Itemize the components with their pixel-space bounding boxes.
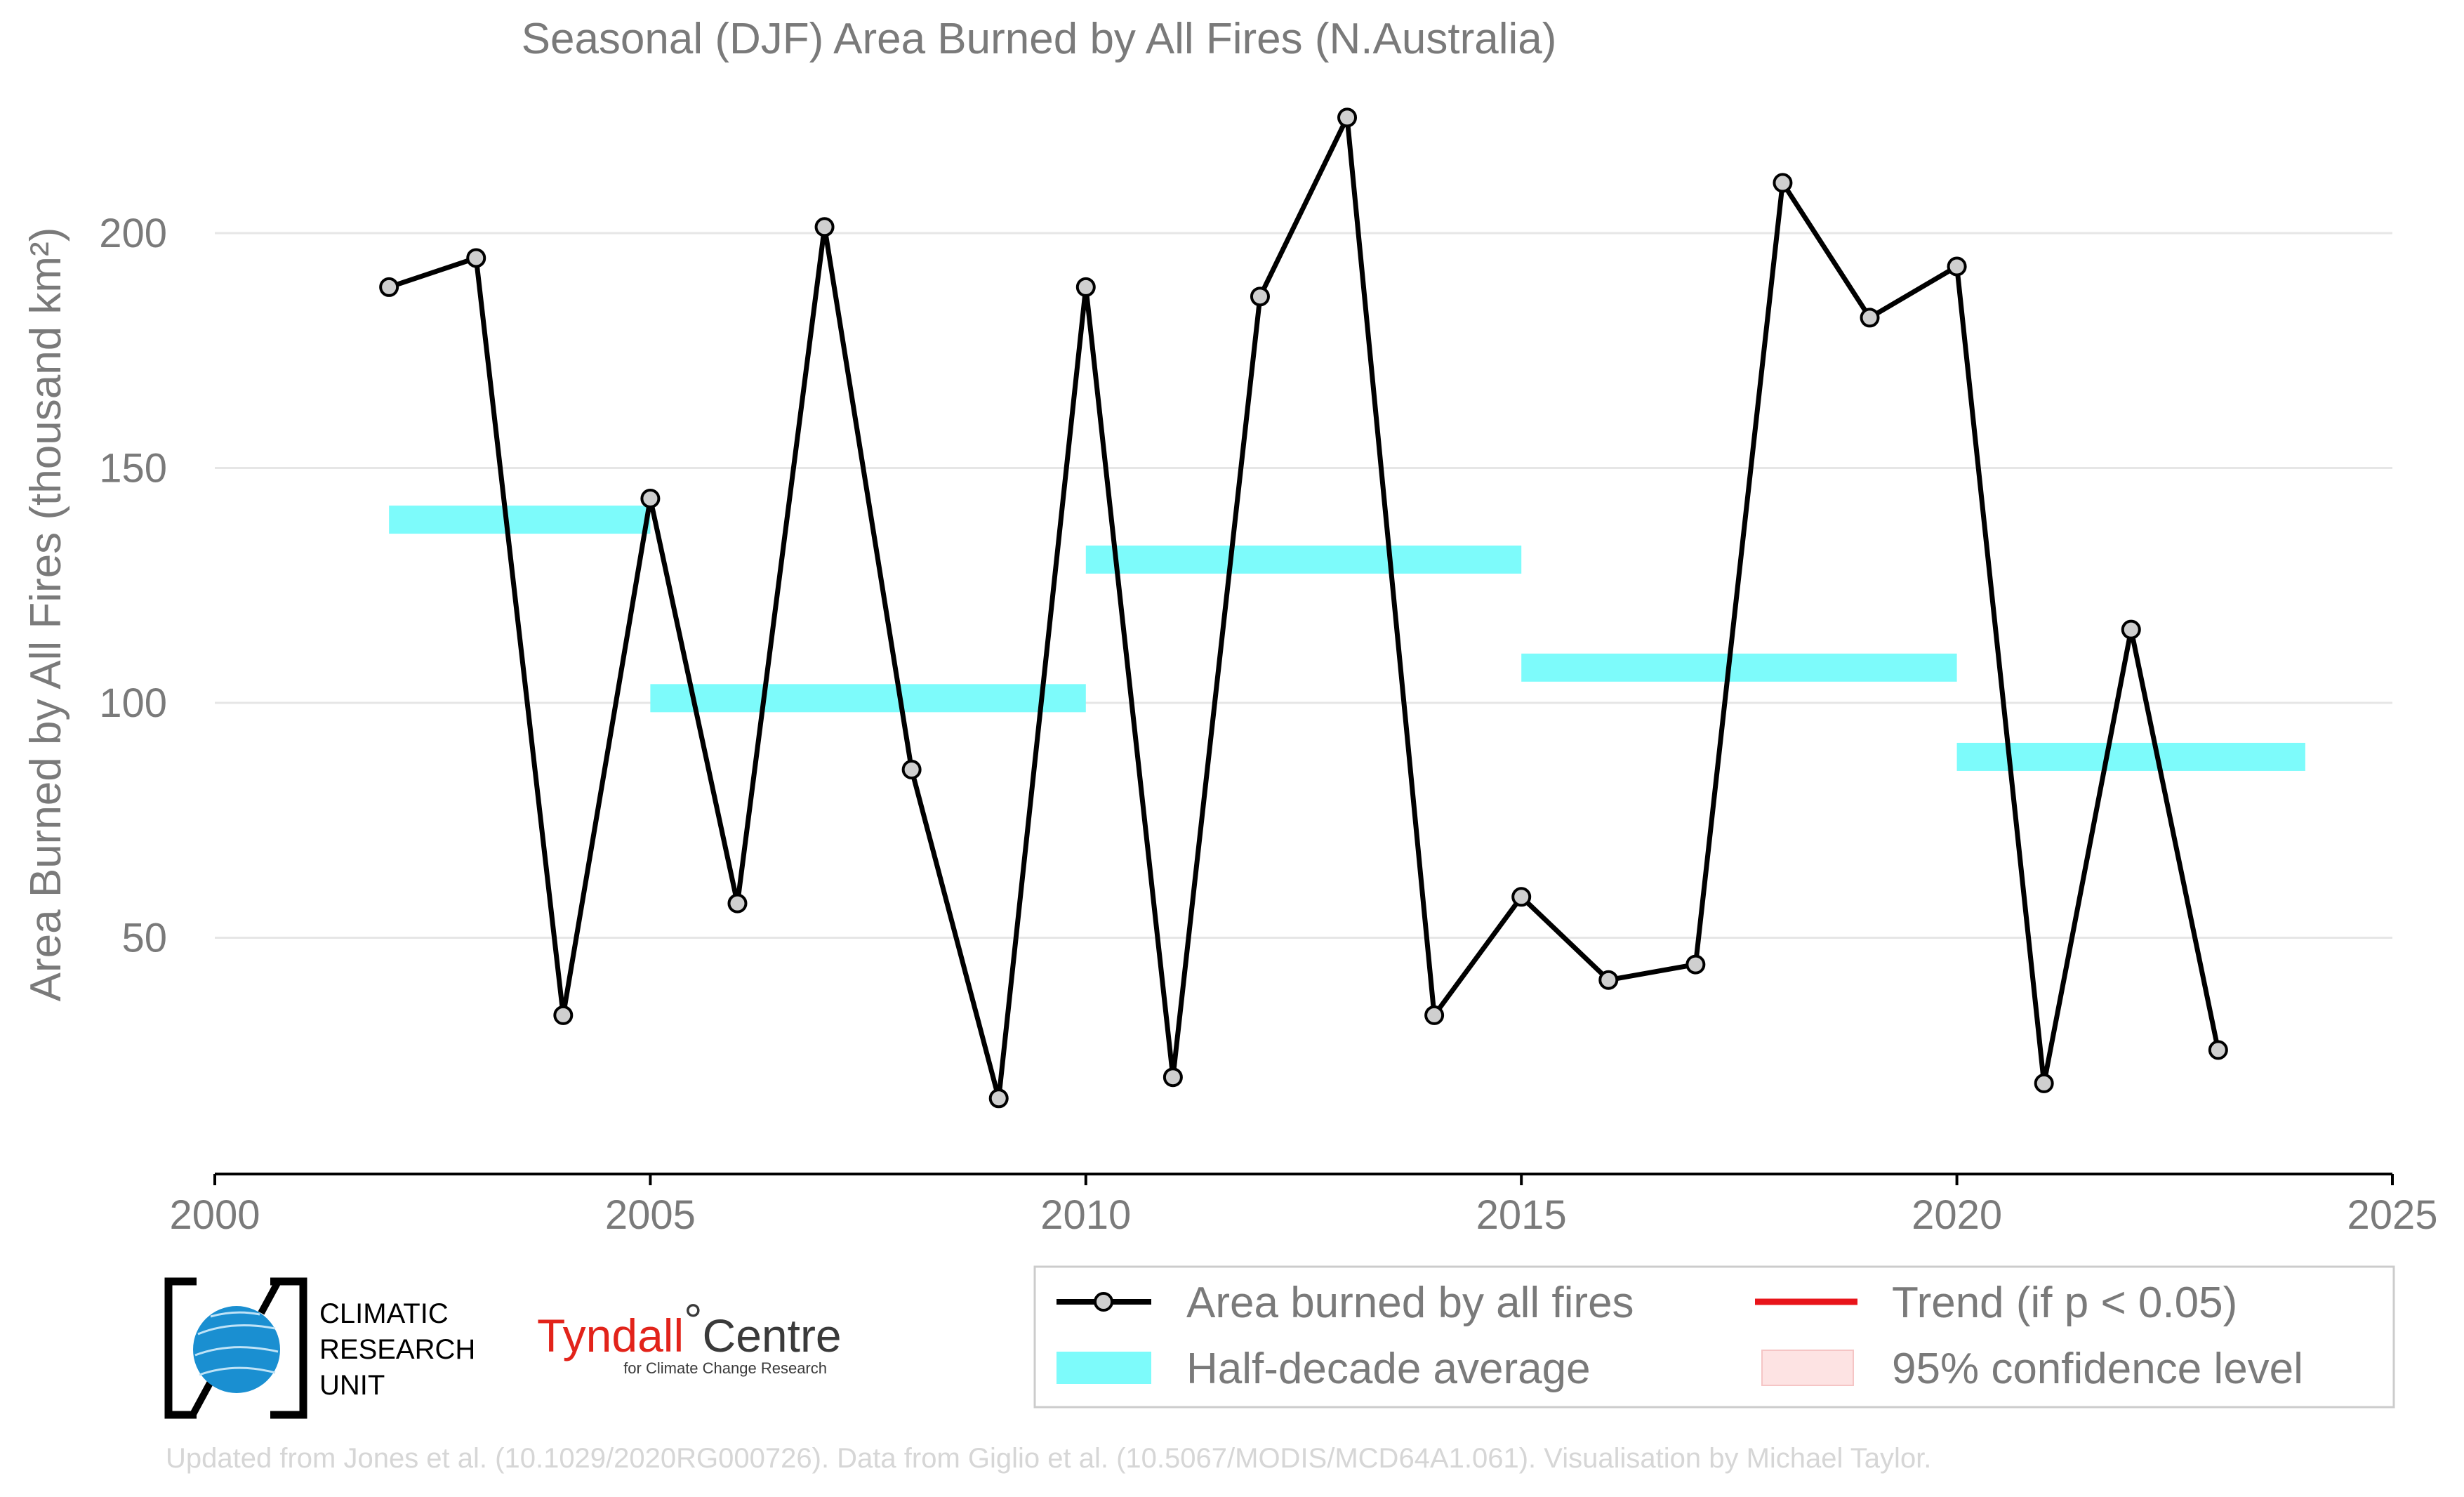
tyndall-name-red: Tyndall xyxy=(537,1310,684,1361)
y-tick-label: 100 xyxy=(99,680,167,726)
x-tick-label: 2010 xyxy=(1040,1192,1131,1238)
x-tick-label: 2025 xyxy=(2347,1192,2437,1238)
y-axis-label: Area Burned by All Fires (thousand km²) xyxy=(22,227,70,1002)
data-point xyxy=(1685,954,1706,975)
cru-bracket-left xyxy=(164,1277,197,1419)
data-point xyxy=(640,488,661,508)
tyndall-degree: ° xyxy=(684,1294,702,1346)
legend-label-area-burned: Area burned by all fires xyxy=(1186,1279,1634,1327)
cru-text-line1: CLIMATIC xyxy=(319,1298,449,1329)
legend-swatch-marker xyxy=(1094,1292,1113,1312)
data-point xyxy=(1424,1005,1445,1025)
data-point xyxy=(1773,173,1793,193)
half-decade-average-bar xyxy=(1085,545,1522,574)
chart-title: Seasonal (DJF) Area Burned by All Fires … xyxy=(522,15,1557,63)
data-point xyxy=(2121,619,2141,640)
data-point xyxy=(466,248,486,268)
half-decade-average-bar xyxy=(1521,653,1957,682)
half-decade-average-bar xyxy=(1956,742,2305,771)
x-tick-label: 2020 xyxy=(1912,1192,2002,1238)
legend: Area burned by all fires Trend (if p < 0… xyxy=(1033,1265,2395,1409)
data-point xyxy=(2208,1040,2228,1060)
data-point xyxy=(1511,887,1532,907)
legend-swatch-half-decade xyxy=(1057,1352,1151,1384)
data-point xyxy=(1250,286,1270,307)
data-point xyxy=(814,217,835,237)
data-point xyxy=(1337,107,1358,128)
tyndall-logo: Tyndall°Centre for Climate Change Resear… xyxy=(537,1294,842,1377)
cru-slash-top xyxy=(258,1277,283,1315)
globe-lines xyxy=(194,1311,279,1376)
x-tick-label: 2000 xyxy=(169,1192,260,1238)
cru-text-line2: RESEARCH xyxy=(319,1334,475,1365)
data-point xyxy=(1163,1067,1183,1088)
data-point xyxy=(553,1005,574,1025)
data-point xyxy=(1075,277,1096,297)
tyndall-wordmark: Tyndall°Centre xyxy=(537,1294,842,1361)
data-point xyxy=(2034,1073,2054,1093)
legend-frame xyxy=(1033,1265,2395,1409)
data-point xyxy=(379,277,399,297)
data-point xyxy=(1860,308,1880,328)
legend-label-half-decade: Half-decade average xyxy=(1186,1345,1591,1393)
data-point xyxy=(1598,970,1619,990)
x-axis: 2000 2005 2010 2015 2020 2025 xyxy=(169,1173,2438,1238)
legend-label-trend: Trend (if p < 0.05) xyxy=(1892,1279,2237,1327)
x-tick-label: 2015 xyxy=(1476,1192,1567,1238)
tyndall-name-dark: Centre xyxy=(703,1310,842,1361)
data-point xyxy=(901,759,922,779)
cru-logo: CLIMATIC RESEARCH UNIT xyxy=(164,1277,475,1419)
data-point xyxy=(988,1088,1009,1109)
legend-label-confidence: 95% confidence level xyxy=(1892,1345,2303,1393)
cru-slash-bottom xyxy=(189,1380,214,1418)
half-decade-average-bars xyxy=(389,506,2305,771)
y-tick-label: 150 xyxy=(99,446,167,492)
data-point xyxy=(1947,256,1967,277)
y-tick-label: 50 xyxy=(121,916,167,961)
y-tick-labels: 50 100 150 200 xyxy=(99,211,167,961)
tyndall-subtitle: for Climate Change Research xyxy=(623,1359,827,1377)
cru-bracket-right xyxy=(270,1277,307,1419)
series-line-layer xyxy=(388,114,2221,1101)
half-decade-average-bar xyxy=(389,506,651,534)
series-markers xyxy=(379,107,2228,1109)
footer-credit: Updated from Jones et al. (10.1029/2020R… xyxy=(166,1443,1931,1474)
y-axis-label-text: Area Burned by All Fires (thousand km²) xyxy=(22,227,70,1002)
y-tick-label: 200 xyxy=(99,211,167,256)
half-decade-average-bar xyxy=(650,684,1086,713)
legend-swatch-confidence xyxy=(1761,1350,1854,1386)
data-point xyxy=(727,893,748,914)
series-line xyxy=(388,114,2221,1101)
cru-text-line3: UNIT xyxy=(319,1370,385,1401)
x-tick-label: 2005 xyxy=(605,1192,696,1238)
